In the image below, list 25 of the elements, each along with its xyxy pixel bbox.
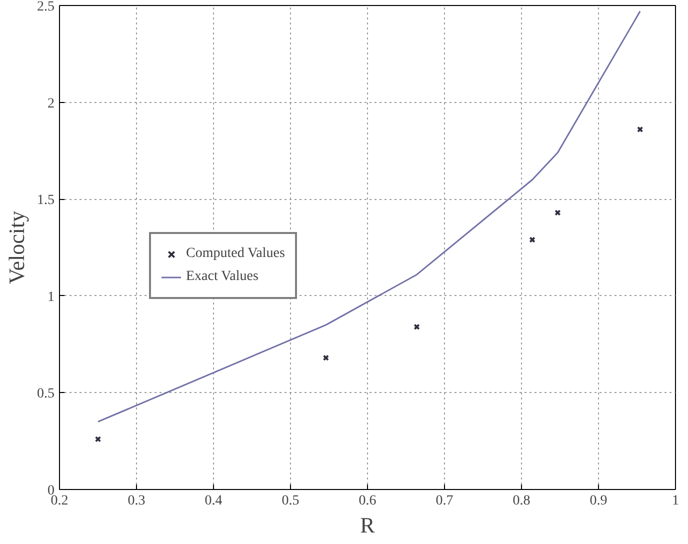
x-axis-title: R bbox=[360, 512, 376, 538]
y-tick-label: 2.5 bbox=[37, 0, 54, 14]
point bbox=[636, 126, 644, 133]
x-tick-label: 0.7 bbox=[436, 494, 454, 508]
y-axis-title: Velocity bbox=[4, 210, 29, 284]
x-tick-label: 0.8 bbox=[512, 494, 530, 508]
x-tick-label: 0.5 bbox=[282, 494, 300, 508]
x-tick-label: 0.9 bbox=[590, 494, 608, 508]
point bbox=[414, 324, 420, 330]
point bbox=[322, 354, 330, 361]
y-tick-label: 2 bbox=[48, 96, 54, 112]
x-tick-label: 0.6 bbox=[358, 494, 376, 508]
point bbox=[554, 210, 561, 216]
x-tick-label: 0.4 bbox=[204, 494, 222, 508]
point bbox=[94, 436, 102, 442]
x-tick-label: 0.2 bbox=[50, 494, 68, 508]
y-tick-label: 1 bbox=[48, 290, 54, 305]
x-tick-label: 0.3 bbox=[128, 494, 146, 508]
y-tick-label: 1.5 bbox=[37, 193, 54, 208]
point bbox=[529, 236, 536, 243]
line-series bbox=[97, 10, 641, 422]
legend-label: Computed Values bbox=[186, 246, 285, 262]
legend-label: Exact Values bbox=[186, 269, 258, 285]
y-tick-label: 0.5 bbox=[37, 386, 54, 402]
x-tick-label: 1 bbox=[672, 494, 679, 508]
